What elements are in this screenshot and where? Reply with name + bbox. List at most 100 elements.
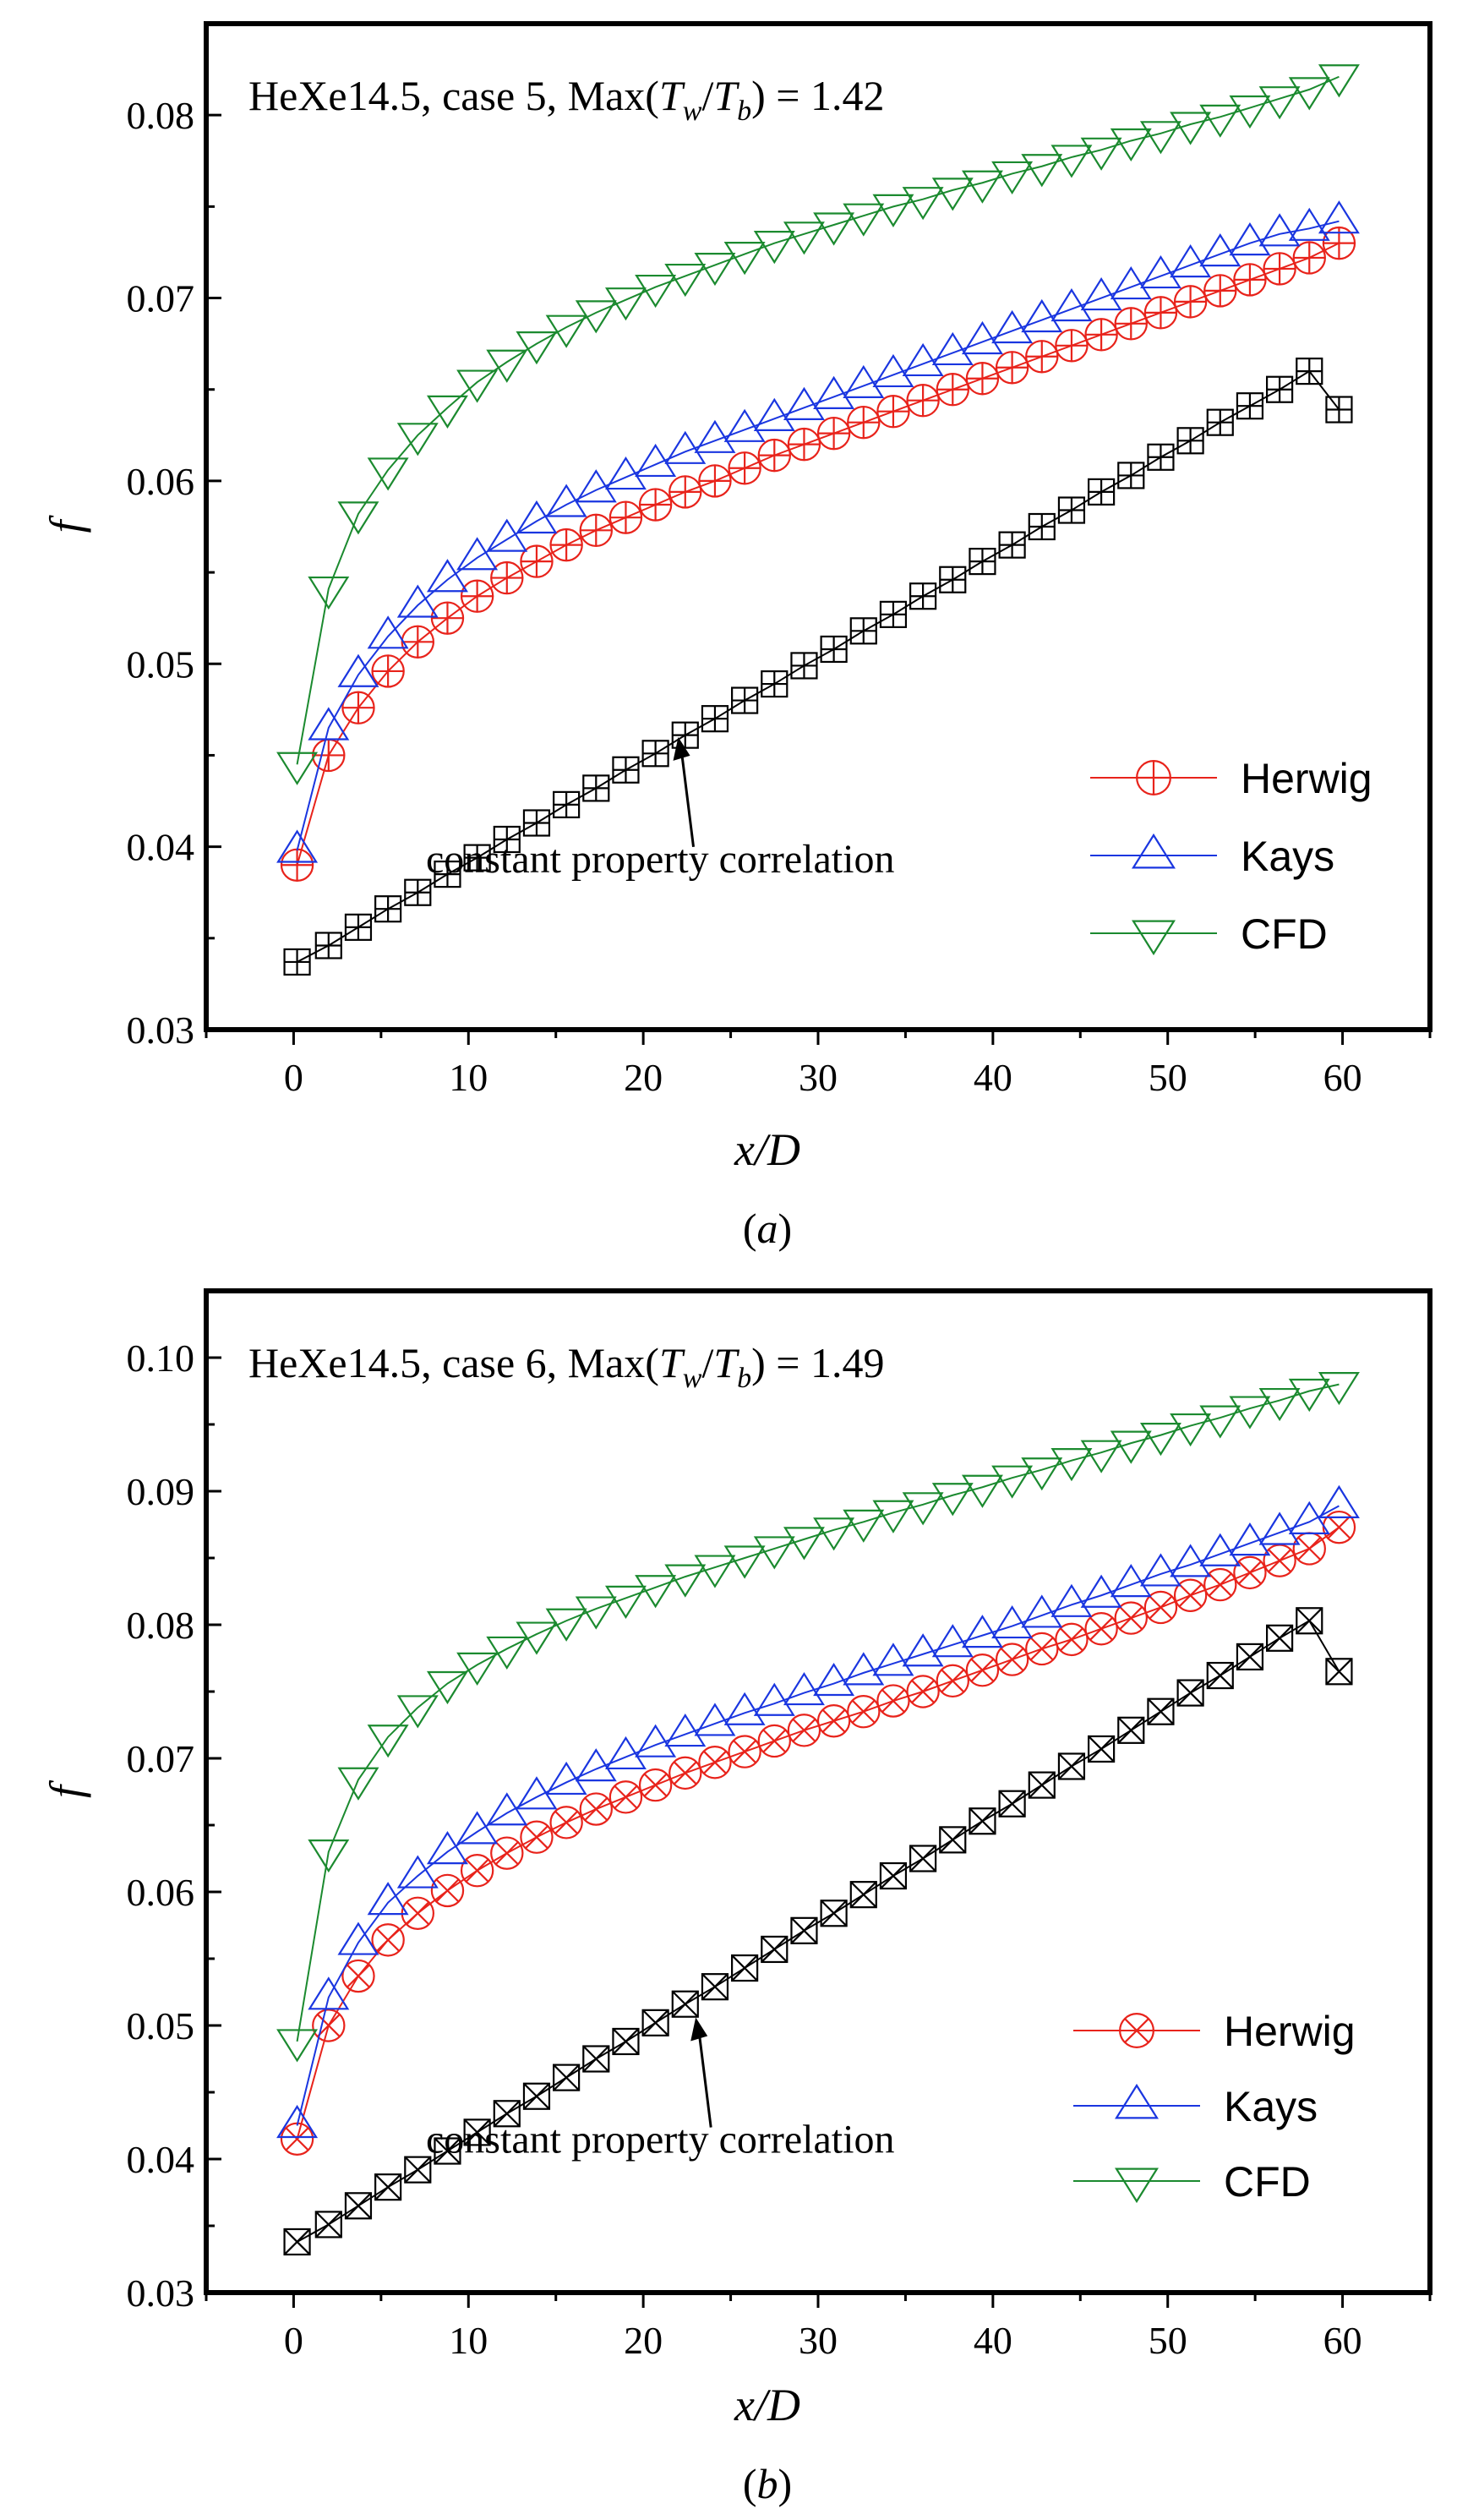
data-point — [1057, 496, 1086, 524]
data-point — [757, 438, 791, 473]
marker-triangle — [516, 500, 558, 534]
data-point — [276, 829, 319, 863]
marker-triangle — [813, 212, 855, 246]
data-point — [1229, 95, 1271, 129]
data-point — [753, 397, 795, 431]
marker-triangle — [516, 1621, 558, 1655]
chart-panel-a: 0.03 0.04 0.05 0.06 0.07 0.08 0 10 20 30 40 50 60 x/D… — [41, 21, 1432, 1252]
data-point — [1170, 1544, 1212, 1577]
marker-triangle — [426, 1831, 468, 1865]
data-point — [1021, 1594, 1063, 1628]
data-point — [1055, 329, 1089, 363]
marker-circle — [460, 1854, 494, 1888]
y-tick-label: 0.05 — [127, 642, 195, 686]
marker-triangle — [396, 584, 439, 618]
marker-line — [316, 2014, 341, 2037]
data-point — [872, 194, 914, 227]
data-point — [1266, 375, 1294, 403]
marker-triangle — [931, 331, 974, 366]
data-point — [965, 362, 1000, 396]
marker-square — [582, 2045, 610, 2073]
data-point — [1322, 1510, 1356, 1544]
data-point — [641, 740, 669, 768]
data-point — [1139, 1423, 1181, 1457]
marker-triangle — [783, 1527, 825, 1561]
marker-circle — [906, 1675, 940, 1708]
legend-item-kays: Kays — [1090, 833, 1334, 880]
data-point — [1258, 1387, 1301, 1422]
data-point — [582, 774, 610, 802]
data-point — [486, 518, 528, 552]
data-point — [902, 342, 944, 377]
marker-line — [1206, 1662, 1234, 1689]
legend-label: CFD — [1241, 910, 1328, 958]
data-point — [694, 419, 736, 453]
marker-square — [374, 2173, 402, 2201]
data-point — [936, 1664, 969, 1698]
marker-triangle — [1021, 1594, 1063, 1628]
data-point — [664, 1713, 707, 1747]
marker-line — [554, 1810, 579, 1834]
data-point — [1318, 1371, 1360, 1406]
data-point — [694, 1703, 736, 1736]
data-point — [698, 464, 732, 498]
marker-line — [612, 2028, 640, 2055]
data-point — [1199, 233, 1241, 267]
marker-square — [998, 1790, 1026, 1818]
data-point — [879, 600, 908, 628]
data-point — [939, 566, 967, 593]
data-point — [280, 2122, 314, 2156]
marker-circle — [520, 1820, 554, 1854]
data-point — [1176, 1679, 1204, 1707]
legend-item-cfd: CFD — [1090, 910, 1328, 958]
data-point — [1170, 1413, 1212, 1447]
data-point — [308, 576, 350, 610]
marker-square — [314, 2211, 342, 2238]
marker-triangle — [1139, 121, 1181, 155]
data-point — [456, 537, 499, 571]
marker-triangle — [367, 1882, 409, 1916]
marker-line — [762, 1729, 787, 1753]
marker-triangle — [1080, 137, 1122, 171]
marker-line — [641, 2009, 669, 2036]
data-point — [486, 349, 528, 383]
series-constant-property-correlation — [283, 1607, 1353, 2256]
data-point — [813, 1517, 855, 1551]
data-point — [430, 601, 465, 635]
title-part: T — [713, 1339, 739, 1386]
marker-triangle — [1050, 1448, 1093, 1482]
data-point — [701, 1973, 729, 2001]
data-point — [553, 2064, 581, 2091]
title-part: HeXe14.5, case 6, Max( — [248, 1339, 659, 1386]
marker-triangle — [843, 203, 885, 237]
marker-triangle — [545, 1761, 587, 1796]
series-herwig — [280, 1510, 1356, 2156]
marker-triangle — [456, 369, 499, 403]
panel-caption: (a) — [743, 1205, 792, 1252]
caption-letter: b — [757, 2460, 778, 2507]
series-line — [296, 1383, 1340, 2042]
marker-line — [733, 1740, 757, 1764]
marker-line — [1236, 1643, 1263, 1670]
marker-square — [671, 1990, 699, 2018]
marker-triangle — [1318, 64, 1360, 98]
marker-triangle — [1318, 1484, 1360, 1518]
data-point — [1050, 1583, 1093, 1617]
data-point — [575, 1748, 617, 1782]
caption-letter: a — [757, 1205, 778, 1252]
series-line — [297, 369, 1340, 963]
marker-triangle — [783, 221, 825, 255]
data-point — [664, 263, 707, 298]
marker-line — [582, 2045, 610, 2073]
marker-triangle — [753, 231, 795, 265]
marker-triangle — [604, 1736, 647, 1770]
data-point — [671, 1990, 699, 2018]
title-part: ) = 1.49 — [751, 1339, 884, 1386]
data-point — [1173, 285, 1208, 319]
data-point — [1229, 1522, 1271, 1556]
marker-triangle — [753, 1682, 795, 1716]
marker-line — [970, 1658, 995, 1682]
data-point — [783, 221, 825, 255]
y-tick-label: 0.03 — [127, 1009, 195, 1052]
marker-triangle — [575, 1748, 617, 1782]
